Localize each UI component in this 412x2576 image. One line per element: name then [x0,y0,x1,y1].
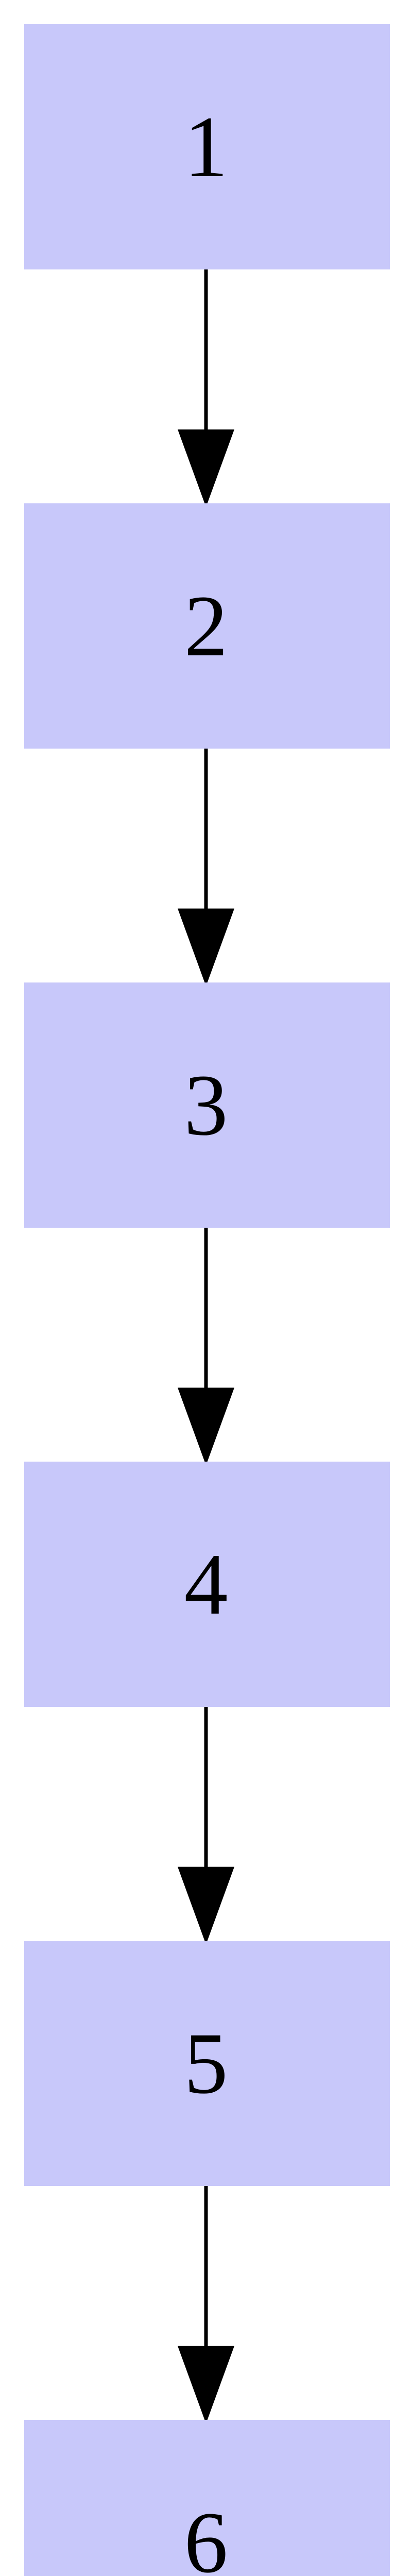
edge-arrowhead [177,2346,235,2424]
node-label: 5 [184,2015,228,2112]
node-box [24,503,390,749]
node-label: 2 [184,578,228,674]
node-box [24,1462,390,1707]
edge-arrowhead [177,429,235,507]
node-box [24,982,390,1228]
edge-arrowhead [177,1387,235,1466]
node-box [24,2420,390,2576]
node-label: 4 [184,1536,228,1633]
node-box [24,1941,390,2186]
node-label: 3 [184,1057,228,1154]
edge-arrowhead [177,1867,235,1945]
edge-arrowhead [177,908,235,987]
node-label: 1 [184,98,228,195]
node-box [24,24,390,269]
node-label: 6 [184,2494,228,2576]
